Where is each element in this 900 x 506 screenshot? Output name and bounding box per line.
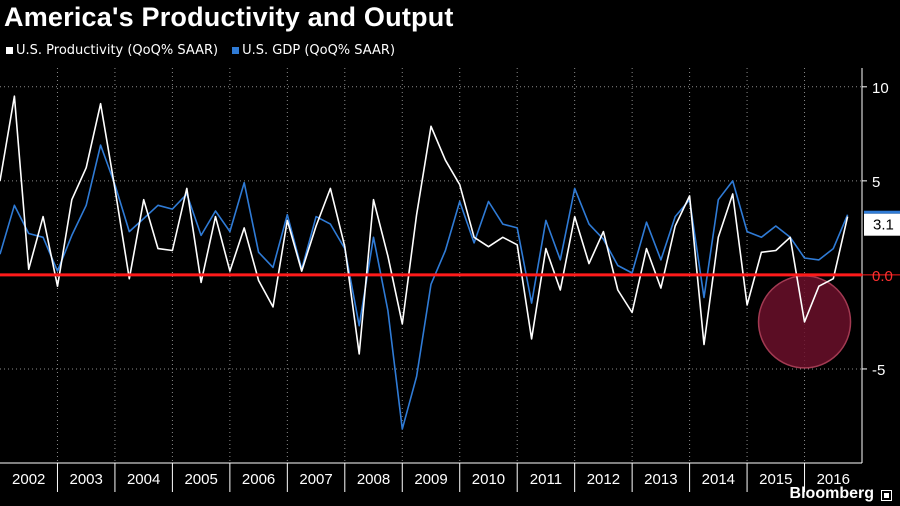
x-tick-label-2005: 2005 <box>184 471 217 488</box>
legend-label-productivity: U.S. Productivity (QoQ% SAAR) <box>16 43 219 58</box>
x-tick-label-2006: 2006 <box>242 471 275 488</box>
x-tick-label-2015: 2015 <box>759 471 792 488</box>
y-axis: 10 5 -5 <box>861 68 889 463</box>
productivity-last-value-box <box>864 213 900 236</box>
x-tick-label-2016: 2016 <box>817 471 850 488</box>
x-axis: 2002 2003 2004 2005 2006 2007 2008 2009 2010 2011… <box>0 462 862 492</box>
x-tick-label-2004: 2004 <box>127 471 160 488</box>
legend: U.S. Productivity (QoQ% SAAR) U.S. GDP (… <box>6 43 395 58</box>
x-tick-label-2014: 2014 <box>702 471 735 488</box>
gdp-line <box>0 144 849 430</box>
chart-title: America's Productivity and Output <box>4 2 454 32</box>
x-tick-label-2012: 2012 <box>587 471 620 488</box>
x-tick-label-2002: 2002 <box>12 471 45 488</box>
x-tick-label-2008: 2008 <box>357 471 390 488</box>
x-tick-label-2011: 2011 <box>530 471 562 488</box>
x-tick-label-2007: 2007 <box>299 471 332 488</box>
value-labels: 0.0 3.1 <box>862 210 900 285</box>
series-group <box>0 95 862 430</box>
productivity-last-value-label: 3.1 <box>873 217 894 234</box>
legend-item-productivity: U.S. Productivity (QoQ% SAAR) <box>6 43 218 58</box>
y-tick-label-0: 10 <box>872 80 889 97</box>
legend-swatch-productivity <box>6 47 13 54</box>
x-tick-label-2003: 2003 <box>70 471 103 488</box>
legend-label-gdp: U.S. GDP (QoQ% SAAR) <box>242 43 396 58</box>
bloomberg-terminal-icon <box>881 490 892 501</box>
bloomberg-logo: Bloomberg <box>789 485 874 502</box>
productivity-line <box>0 95 849 355</box>
x-tick-label-2013: 2013 <box>644 471 677 488</box>
gdp-last-value-marker <box>864 210 900 214</box>
x-tick-label-2010: 2010 <box>472 471 505 488</box>
zero-label: 0.0 <box>872 268 893 285</box>
legend-swatch-gdp <box>232 47 240 54</box>
x-tick-label-2009: 2009 <box>414 471 447 488</box>
y-tick-label-2: -5 <box>872 362 885 379</box>
legend-item-gdp: U.S. GDP (QoQ% SAAR) <box>232 43 395 58</box>
y-tick-label-1: 5 <box>872 174 880 191</box>
